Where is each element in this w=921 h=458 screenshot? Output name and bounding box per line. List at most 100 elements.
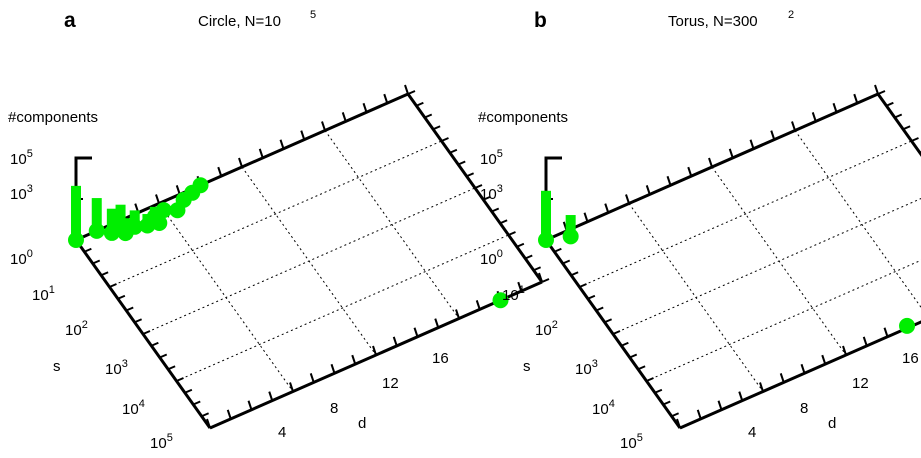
tick-mark (821, 354, 827, 365)
tick-mark (728, 148, 734, 159)
tick-mark (441, 137, 449, 142)
tick-base: 10 (122, 401, 139, 418)
tick-exponent: 4 (609, 398, 615, 410)
s-tick-label: 101 (502, 284, 525, 304)
data-point (492, 292, 509, 309)
tick-mark (424, 113, 433, 119)
d-tick-label: 12 (852, 375, 869, 392)
s-tick-label: 102 (535, 319, 558, 339)
data-point (192, 177, 209, 194)
tick-base: 10 (105, 361, 122, 378)
tick-mark (289, 382, 294, 392)
tick-mark (646, 377, 654, 382)
tick-exponent: 5 (497, 148, 503, 160)
s-tick-label: 101 (32, 284, 55, 304)
tick-mark (811, 112, 817, 122)
s-tick-label: 103 (575, 358, 598, 378)
data-point (899, 317, 916, 334)
tick-mark (474, 184, 483, 189)
tick-mark (791, 121, 796, 131)
tick-mark (749, 139, 755, 150)
tick-mark (362, 102, 368, 113)
tick-mark (676, 418, 681, 429)
tick-exponent: 5 (27, 148, 33, 160)
d-tick-label: 16 (432, 350, 449, 367)
tick-mark (832, 102, 838, 113)
tick-exponent: 0 (27, 248, 33, 260)
tick-mark (455, 309, 460, 319)
tick-mark (330, 363, 336, 374)
panel-letter: a (64, 9, 76, 32)
d-tick-label: 8 (330, 400, 338, 417)
z-tick-label: 103 (10, 183, 33, 203)
chart-title-exponent: 2 (788, 9, 794, 21)
tick-mark (533, 266, 542, 272)
tick-mark (247, 400, 253, 411)
tick-mark (238, 157, 243, 168)
z-tick-label: 105 (480, 148, 503, 168)
tick-mark (372, 345, 377, 356)
tick-mark (883, 327, 889, 338)
tick-base: 10 (480, 151, 497, 168)
chart-title: Torus, N=300 (668, 13, 758, 30)
s-tick-label: 104 (122, 398, 145, 418)
grid-line (176, 234, 509, 382)
data-point (562, 228, 579, 245)
tick-mark (629, 353, 638, 359)
data-point (88, 222, 105, 239)
tick-mark (434, 318, 440, 328)
tick-exponent: 5 (167, 432, 173, 444)
tick-mark (449, 148, 458, 154)
grid-line (579, 140, 912, 288)
tick-mark (517, 281, 523, 292)
d-tick-label: 4 (748, 424, 756, 441)
tick-base: 10 (10, 151, 27, 168)
far-s-axis (876, 93, 921, 157)
tick-mark (579, 283, 587, 288)
bar (541, 190, 551, 240)
grid-line (794, 130, 921, 309)
tick-mark (696, 409, 702, 420)
tick-mark (100, 271, 109, 277)
tick-mark (309, 373, 315, 383)
tick-mark (155, 194, 160, 204)
z-tick-label: 100 (480, 248, 503, 268)
tick-base: 10 (620, 435, 637, 452)
tick-mark (201, 412, 210, 418)
tick-mark (583, 212, 589, 223)
z-tick-label: 103 (480, 183, 503, 203)
d-tick-label: 16 (902, 350, 919, 367)
tick-mark (499, 219, 508, 225)
tick-mark (553, 247, 562, 253)
tick-mark (541, 278, 550, 283)
chart-title-exponent: 5 (310, 9, 316, 21)
tick-mark (83, 247, 92, 253)
tick-base: 10 (65, 322, 82, 339)
s-tick-label: 102 (65, 319, 88, 339)
tick-mark (604, 203, 610, 213)
data-point (155, 202, 172, 219)
s-tick-label: 105 (620, 432, 643, 452)
tick-base: 10 (592, 401, 609, 418)
tick-mark (184, 388, 193, 394)
tick-mark (508, 231, 516, 236)
s-axis-label: s (523, 358, 531, 375)
tick-mark (637, 365, 646, 371)
tick-mark (625, 194, 630, 204)
tick-mark (538, 272, 543, 283)
tick-mark (175, 185, 181, 195)
chart-panel-b (538, 84, 921, 430)
s-tick-label: 103 (105, 358, 128, 378)
tick-mark (671, 412, 680, 418)
tick-mark (206, 418, 211, 429)
tick-exponent: 2 (82, 319, 88, 331)
tick-mark (125, 306, 134, 312)
tick-base: 10 (480, 186, 497, 203)
tick-mark (415, 101, 424, 107)
tick-mark (404, 84, 409, 95)
tick-mark (562, 259, 571, 265)
tick-mark (885, 101, 894, 107)
z-tick-label: 100 (10, 248, 33, 268)
d-tick-label: 12 (382, 375, 399, 392)
tick-exponent: 2 (552, 319, 558, 331)
